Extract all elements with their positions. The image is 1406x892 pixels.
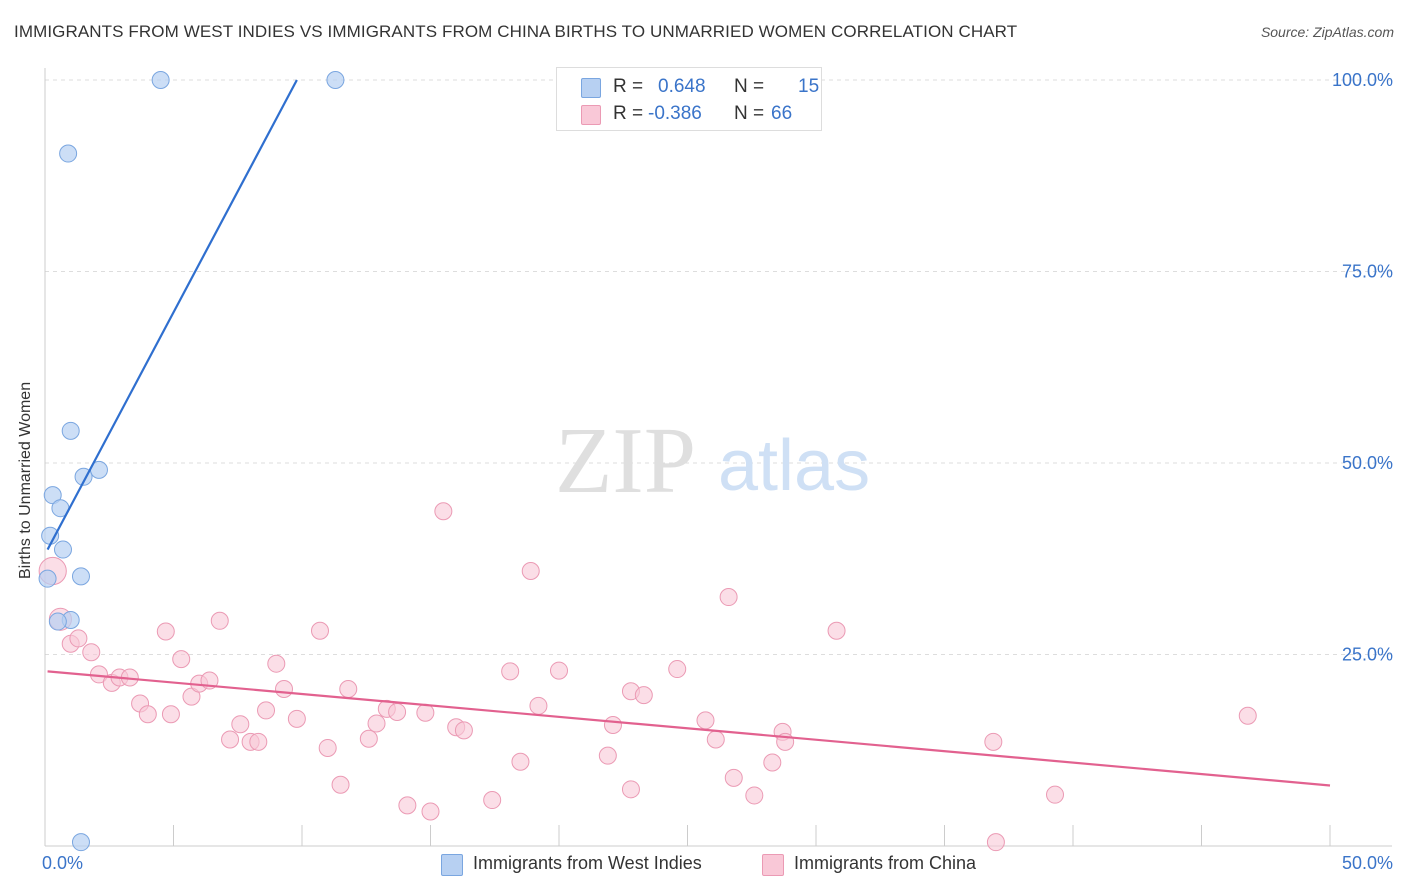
china-point (287, 709, 306, 728)
china-point (696, 711, 715, 730)
y-tick-label: 50.0% (1342, 453, 1393, 473)
china-point (511, 752, 530, 771)
tick-labels: 25.0% 50.0% 75.0% 100.0% 0.0% 50.0% (42, 70, 1393, 873)
china-point (138, 705, 157, 724)
west-indies-point (53, 540, 72, 559)
west-indies-point (151, 71, 170, 89)
china-point (763, 753, 782, 772)
china-point (161, 705, 180, 724)
trend-lines (46, 79, 1331, 787)
west-indies-point (61, 421, 80, 440)
china-points (38, 502, 1257, 852)
legend-n-value: 15 (798, 76, 820, 97)
china-point (668, 660, 687, 679)
axes (44, 68, 1392, 847)
china-point (275, 679, 294, 698)
legend-n-value: 66 (771, 103, 793, 124)
legend-swatch-blue (581, 78, 601, 98)
chart-title: IMMIGRANTS FROM WEST INDIES VS IMMIGRANT… (14, 22, 1018, 41)
china-point (331, 775, 350, 794)
china-point (434, 502, 453, 521)
china-point (1238, 706, 1257, 725)
legend-r-value: -0.386 (648, 103, 702, 124)
legend-r-value: 0.648 (658, 76, 706, 97)
china-point (249, 732, 268, 751)
bottom-legend-swatch-pink (762, 854, 784, 876)
china-point (483, 791, 502, 810)
west-indies-points (38, 71, 345, 852)
china-point (339, 679, 358, 698)
china-point (724, 768, 743, 787)
legend-r-label: R = (613, 103, 644, 124)
y-tick-label: 75.0% (1342, 262, 1393, 282)
legend-n-label: N = (734, 103, 765, 124)
china-point (550, 661, 568, 680)
china-point (984, 732, 1003, 751)
west-indies-point (48, 612, 67, 631)
legend-n-label: N = (734, 76, 765, 97)
china-point (398, 796, 417, 815)
china-point (745, 786, 764, 805)
west-indies-point (71, 833, 90, 852)
china-point (621, 780, 640, 799)
china-point (501, 662, 520, 681)
bottom-legend-swatch-blue (441, 854, 463, 876)
china-point (318, 738, 337, 757)
y-axis-label: Births to Unmarried Women (17, 381, 34, 579)
china-point (367, 714, 386, 733)
west-indies-point (326, 71, 345, 89)
china-point (359, 729, 378, 748)
watermark: ZIP atlas (555, 409, 870, 513)
china-point (231, 715, 250, 734)
y-tick-label: 100.0% (1332, 70, 1393, 90)
china-point (529, 696, 548, 715)
china-point (210, 611, 229, 630)
bottom-legend-label: Immigrants from China (794, 853, 977, 873)
china-point (827, 621, 846, 640)
gridlines (45, 79, 1392, 655)
china-point (634, 686, 653, 705)
y-tick-label: 25.0% (1342, 645, 1393, 665)
west-indies-point (59, 144, 78, 163)
correlation-legend: R = 0.648 N = 15 R = -0.386 N = 66 (556, 67, 822, 131)
x-tick-label: 0.0% (42, 853, 83, 873)
china-point (82, 643, 101, 662)
china-point (156, 622, 175, 641)
china-point (221, 730, 240, 749)
china-point (416, 703, 435, 722)
west-indies-point (38, 569, 57, 588)
watermark-atlas: atlas (718, 426, 870, 506)
china-point (172, 650, 191, 669)
china-point (388, 702, 407, 721)
china-point (719, 588, 738, 607)
china-point (1046, 785, 1065, 804)
legend-swatch-pink (581, 105, 601, 125)
china-point (986, 833, 1005, 852)
china-point (603, 715, 622, 734)
china-point (454, 721, 473, 740)
china-point (706, 730, 725, 749)
china-point (69, 629, 88, 648)
bottom-legend-label: Immigrants from West Indies (473, 853, 702, 873)
china-point (421, 802, 440, 821)
china-trend-line (47, 670, 1331, 787)
legend-r-label: R = (613, 76, 644, 97)
china-point (598, 746, 617, 765)
china-point (521, 562, 540, 581)
x-tick-label: 50.0% (1342, 853, 1393, 873)
west-indies-trend-line (46, 79, 298, 551)
west-indies-point (71, 567, 90, 586)
china-point (257, 701, 276, 720)
china-point (267, 654, 286, 673)
watermark-zip: ZIP (555, 409, 696, 513)
china-point (310, 621, 329, 640)
source-label: Source: ZipAtlas.com (1260, 24, 1394, 40)
